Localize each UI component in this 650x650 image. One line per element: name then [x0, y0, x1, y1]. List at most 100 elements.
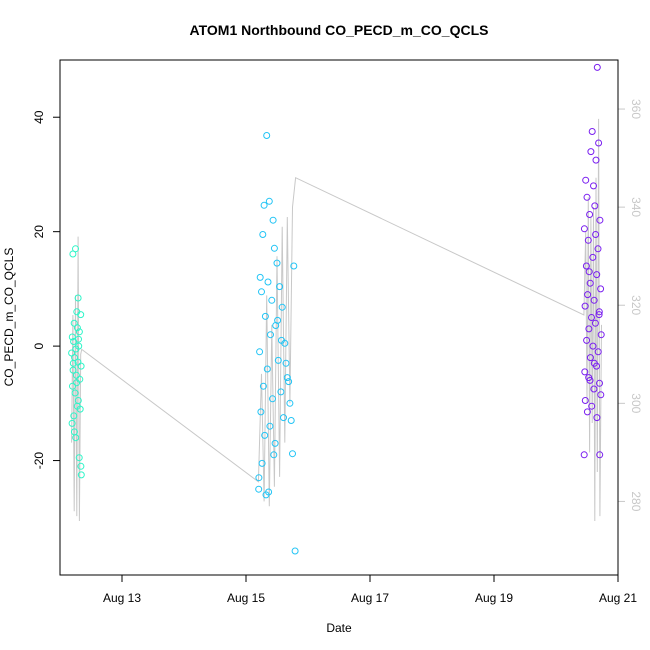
y-right-tick-label: 360 — [629, 99, 643, 119]
data-point-group-3 — [587, 148, 595, 156]
data-point-group-3 — [594, 348, 602, 356]
data-point-group-2 — [263, 365, 271, 373]
data-point-group-1 — [72, 371, 80, 379]
data-point-group-3 — [586, 211, 594, 218]
data-point-group-3 — [589, 253, 597, 261]
data-point-group-3 — [591, 202, 599, 210]
data-point-group-2 — [285, 378, 293, 386]
data-point-group-3 — [583, 193, 591, 201]
data-point-group-2 — [270, 244, 278, 252]
data-point-group-3 — [580, 451, 588, 459]
data-point-group-2 — [265, 197, 273, 205]
data-point-group-2 — [274, 356, 282, 364]
data-point-group-2 — [261, 431, 269, 439]
data-point-group-1 — [69, 366, 77, 374]
data-point-group-1 — [75, 335, 82, 343]
data-point-group-3 — [590, 296, 598, 304]
data-point-group-3 — [584, 291, 592, 299]
y-right-tick-label: 320 — [629, 295, 643, 315]
x-tick-label: Aug 19 — [475, 591, 513, 605]
data-point-group-2 — [270, 451, 278, 459]
data-point-group-3 — [595, 139, 603, 147]
data-point-group-1 — [73, 379, 81, 387]
data-point-group-1 — [77, 462, 85, 470]
data-point-group-2 — [278, 336, 285, 344]
data-point-group-2 — [289, 450, 296, 458]
y-right-tick-label: 280 — [629, 491, 643, 511]
y-right-tick-label: 340 — [629, 197, 643, 217]
data-point-group-2 — [268, 296, 276, 304]
right-series-line — [71, 118, 602, 522]
data-point-group-1 — [68, 419, 76, 427]
data-point-group-1 — [72, 245, 79, 253]
data-point-group-2 — [257, 408, 265, 416]
data-point-group-1 — [75, 328, 83, 336]
data-point-group-3 — [583, 336, 591, 344]
data-point-group-3 — [586, 376, 594, 384]
data-point-group-2 — [269, 216, 277, 224]
right-series-layer — [71, 118, 602, 522]
data-point-group-2 — [256, 273, 264, 281]
data-point-group-3 — [593, 63, 601, 71]
data-point-group-3 — [597, 391, 605, 399]
data-point-group-2 — [263, 132, 271, 139]
data-point-group-3 — [585, 268, 593, 276]
x-tick-label: Aug 17 — [351, 591, 389, 605]
data-point-group-2 — [256, 348, 264, 356]
data-point-group-3 — [591, 319, 599, 327]
data-point-group-2 — [266, 422, 274, 430]
data-point-group-3 — [596, 451, 604, 459]
data-point-group-2 — [261, 312, 269, 320]
data-point-group-3 — [582, 262, 590, 270]
data-point-group-2 — [283, 374, 291, 382]
data-point-group-2 — [271, 439, 279, 447]
data-point-group-2 — [280, 414, 287, 422]
data-point-group-3 — [581, 368, 589, 376]
data-point-group-2 — [287, 417, 295, 424]
data-point-group-3 — [586, 279, 594, 287]
data-point-group-2 — [262, 491, 270, 499]
data-point-group-3 — [594, 245, 602, 253]
data-point-group-1 — [72, 345, 80, 353]
data-point-group-3 — [590, 385, 598, 393]
data-point-group-3 — [584, 236, 592, 244]
data-point-group-2 — [276, 283, 284, 291]
data-point-group-3 — [592, 156, 600, 164]
data-point-group-2 — [290, 262, 298, 270]
data-point-group-3 — [582, 176, 590, 184]
data-point-group-1 — [71, 389, 79, 397]
x-tick-label: Aug 21 — [599, 591, 637, 605]
x-axis-label: Date — [326, 621, 352, 635]
data-point-group-3 — [583, 408, 591, 416]
data-point-group-2 — [273, 259, 281, 267]
data-point-group-1 — [77, 471, 85, 479]
data-point-group-2 — [278, 303, 286, 311]
data-point-group-2 — [255, 485, 263, 493]
data-point-group-3 — [596, 379, 603, 387]
data-point-group-2 — [255, 474, 263, 482]
data-point-group-2 — [264, 278, 272, 286]
data-point-group-2 — [269, 395, 276, 403]
data-point-group-3 — [581, 397, 589, 404]
data-point-group-3 — [588, 128, 596, 135]
data-point-group-1 — [76, 405, 84, 413]
data-point-group-3 — [581, 302, 589, 310]
data-point-group-3 — [588, 314, 595, 321]
data-point-group-2 — [291, 547, 299, 555]
data-point-group-2 — [286, 399, 294, 407]
data-point-group-1 — [69, 359, 77, 367]
x-tick-label: Aug 15 — [227, 591, 265, 605]
y-left-tick-label: 20 — [32, 225, 46, 239]
y-left-tick-label: -20 — [32, 452, 46, 470]
data-point-group-3 — [595, 308, 603, 316]
y-right-tick-label: 300 — [629, 393, 643, 413]
data-point-group-2 — [258, 288, 265, 296]
data-point-group-3 — [590, 359, 598, 367]
y-left-tick-label: 0 — [32, 342, 46, 349]
data-point-group-2 — [258, 459, 266, 467]
data-point-group-1 — [70, 412, 78, 420]
data-point-group-2 — [274, 316, 282, 324]
